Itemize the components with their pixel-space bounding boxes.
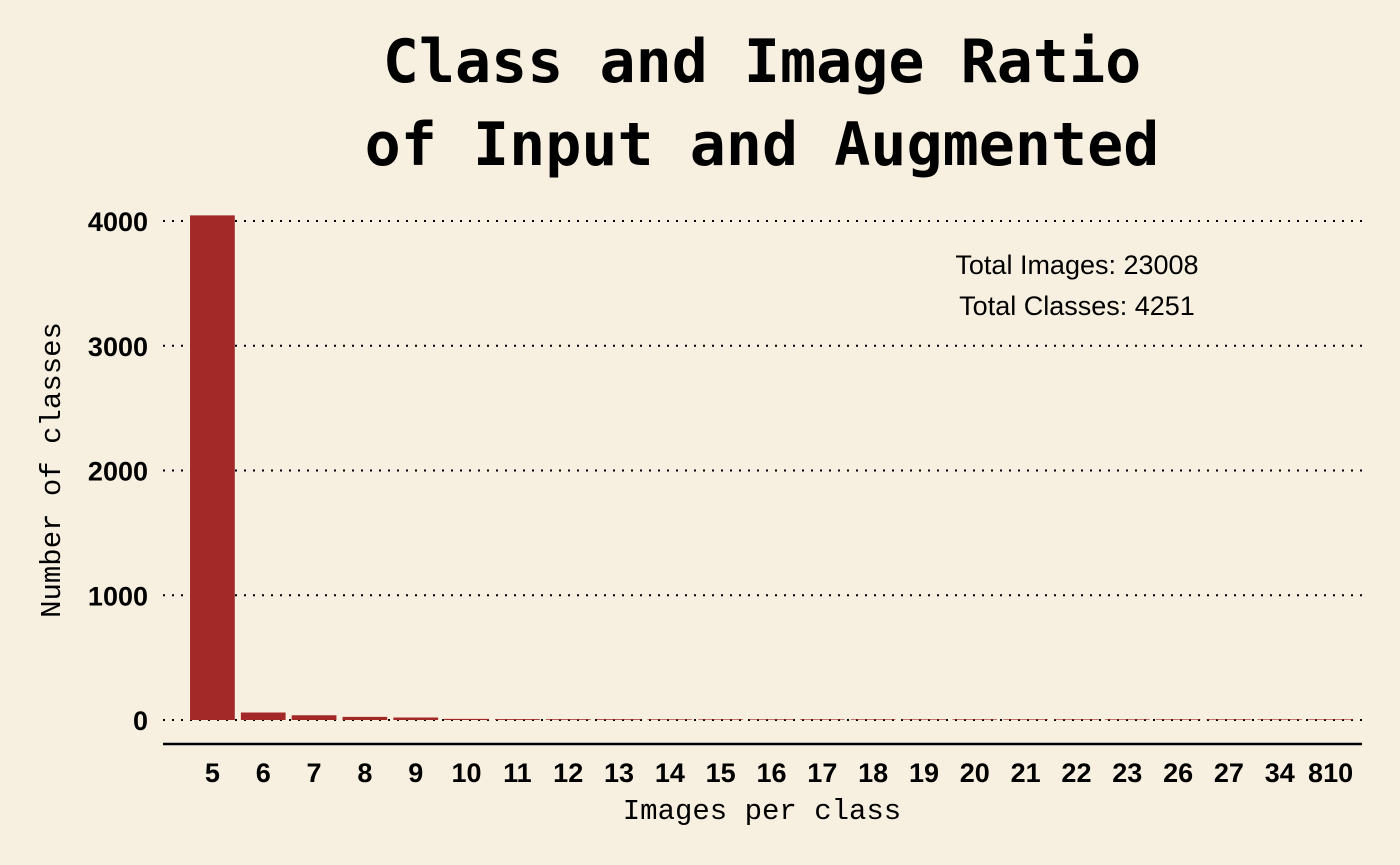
y-tick-label: 3000 [88,332,148,362]
bar-17 [799,719,845,720]
x-tick-label: 15 [706,758,736,788]
x-tick-label: 12 [553,758,583,788]
x-tick-label: 11 [503,758,532,788]
x-tick-label: 810 [1308,758,1353,788]
x-tick-label: 17 [807,758,837,788]
x-tick-label: 13 [604,758,634,788]
bar-18 [850,719,896,720]
bar-16 [749,719,794,720]
x-tick-label: 27 [1214,758,1244,788]
bar-11 [495,719,540,720]
total-images-annotation: Total Images: 23008 [955,250,1198,280]
x-tick-label: 18 [858,758,888,788]
bar-10 [444,718,489,720]
bars [190,215,1353,721]
x-tick-labels: 5 6 7 8 9 10 11 12 13 14 15 16 17 18 19 20 21 22 23 26 27 34 8… [205,758,1353,788]
bar-5 [190,215,235,721]
bar-810 [1308,719,1353,720]
y-axis-label: Number of classes [36,322,69,618]
bar-7 [291,715,337,720]
x-tick-label: 23 [1112,758,1142,788]
chart-title-line-2: of Input and Augmented [365,110,1160,180]
total-classes-annotation: Total Classes: 4251 [959,291,1195,321]
y-tick-labels: 0 1000 2000 3000 4000 [88,207,148,736]
y-tick-label: 4000 [88,207,148,237]
x-tick-label: 34 [1265,758,1295,788]
y-tick-label: 0 [133,706,148,736]
x-tick-label: 9 [408,758,423,788]
x-tick-label: 19 [909,758,939,788]
x-tick-label: 6 [256,758,271,788]
chart-title-line-1: Class and Image Ratio [383,27,1142,97]
bar-21 [1003,719,1048,720]
bar-26 [1155,719,1201,720]
bar-23 [1104,719,1150,720]
x-tick-label: 21 [1011,758,1041,788]
bar-12 [545,719,591,720]
x-tick-label: 7 [307,758,322,788]
x-tick-label: 8 [357,758,372,788]
bar-8 [342,716,388,720]
x-tick-label: 22 [1061,758,1091,788]
x-tick-label: 14 [655,758,685,788]
x-tick-label: 16 [756,758,786,788]
bar-20 [952,719,998,720]
bar-22 [1054,719,1099,720]
y-tick-label: 1000 [88,581,148,611]
bar-13 [596,719,642,720]
x-tick-label: 26 [1163,758,1193,788]
bar-9 [393,717,439,720]
bar-19 [901,719,947,720]
bar-34 [1257,719,1303,720]
bar-15 [698,719,744,720]
x-axis-label: Images per class [623,795,901,828]
bar-14 [647,719,693,720]
x-tick-label: 20 [960,758,990,788]
bar-6 [240,712,286,720]
x-tick-label: 5 [205,758,220,788]
bar-27 [1206,719,1252,720]
y-tick-label: 2000 [88,457,148,487]
x-tick-label: 10 [452,758,482,788]
